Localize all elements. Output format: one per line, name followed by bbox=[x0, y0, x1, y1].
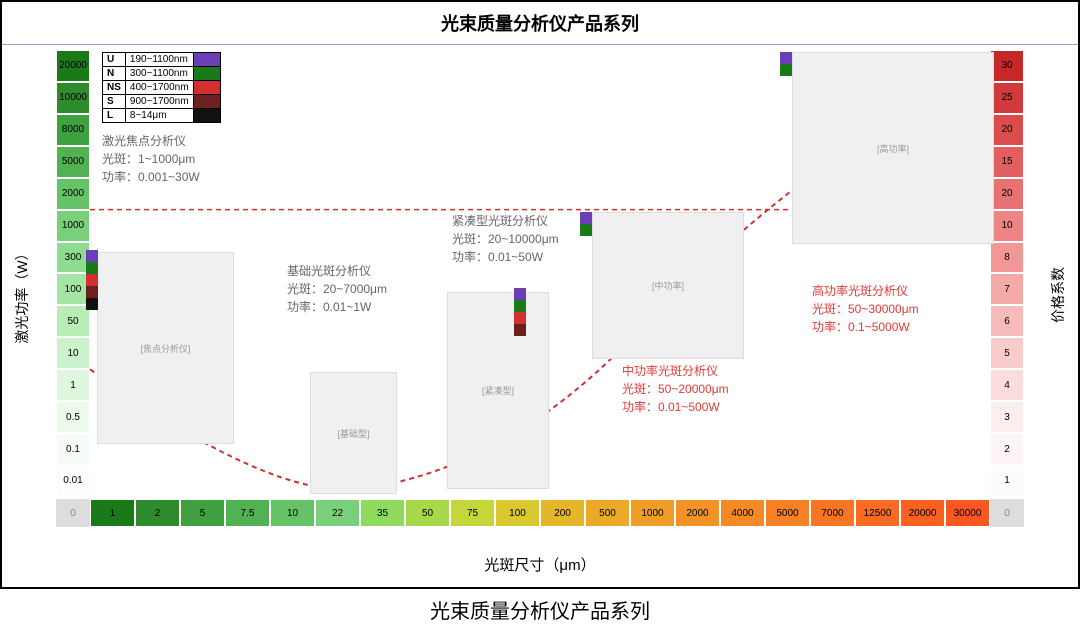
product-label: 高功率光斑分析仪光斑：50~30000μm功率：0.1~5000W bbox=[812, 282, 919, 336]
x-tick: 1000 bbox=[630, 499, 675, 527]
product-image: [焦点分析仪] bbox=[97, 252, 234, 444]
x-tick: 20000 bbox=[900, 499, 945, 527]
y-axis-label: 激光功率（W） bbox=[12, 246, 32, 343]
y-tick: 1000 bbox=[56, 210, 90, 242]
product-image: [紧凑型] bbox=[447, 292, 549, 489]
y2-zero: 0 bbox=[990, 499, 1024, 527]
sensor-colorbar bbox=[86, 250, 98, 310]
x-tick: 50 bbox=[405, 499, 450, 527]
sensor-colorbar bbox=[780, 52, 792, 76]
x-tick: 7000 bbox=[810, 499, 855, 527]
y-tick: 10000 bbox=[56, 82, 90, 114]
y2-tick: 1 bbox=[990, 465, 1024, 497]
x-tick: 7.5 bbox=[225, 499, 270, 527]
y-tick: 8000 bbox=[56, 114, 90, 146]
y2-tick: 10 bbox=[990, 210, 1024, 242]
product-label: 中功率光斑分析仪光斑：50~20000μm功率：0.01~500W bbox=[622, 362, 729, 416]
x-tick: 4000 bbox=[720, 499, 765, 527]
y2-tick: 6 bbox=[990, 305, 1024, 337]
x-tick: 5000 bbox=[765, 499, 810, 527]
y-tick: 1 bbox=[56, 369, 90, 401]
y2-tick: 4 bbox=[990, 369, 1024, 401]
y-tick: 5000 bbox=[56, 146, 90, 178]
y2-tick: 5 bbox=[990, 337, 1024, 369]
caption: 光束质量分析仪产品系列 bbox=[0, 595, 1080, 624]
chart-title: 光束质量分析仪产品系列 bbox=[2, 2, 1078, 45]
y-tick: 10 bbox=[56, 337, 90, 369]
y2-tick: 15 bbox=[990, 146, 1024, 178]
y-axis-ticks: 20000100008000500020001000300100501010.5… bbox=[56, 50, 90, 497]
x-tick: 2 bbox=[135, 499, 180, 527]
y-tick: 300 bbox=[56, 242, 90, 274]
product-image: [基础型] bbox=[310, 372, 397, 494]
x-tick: 200 bbox=[540, 499, 585, 527]
x-tick: 35 bbox=[360, 499, 405, 527]
y-tick: 50 bbox=[56, 305, 90, 337]
x-tick: 100 bbox=[495, 499, 540, 527]
x-tick: 30000 bbox=[945, 499, 990, 527]
y2-tick: 30 bbox=[990, 50, 1024, 82]
y2-tick: 20 bbox=[990, 178, 1024, 210]
x-tick: 2000 bbox=[675, 499, 720, 527]
y2-tick: 8 bbox=[990, 242, 1024, 274]
y-tick: 0.01 bbox=[56, 465, 90, 497]
y2-tick: 7 bbox=[990, 273, 1024, 305]
x-tick: 22 bbox=[315, 499, 360, 527]
y2-tick: 2 bbox=[990, 433, 1024, 465]
y-tick: 0.5 bbox=[56, 401, 90, 433]
y2-tick: 25 bbox=[990, 82, 1024, 114]
y-tick: 20000 bbox=[56, 50, 90, 82]
y2-axis-ticks: 30252015201087654321 bbox=[990, 50, 1024, 497]
y2-tick: 3 bbox=[990, 401, 1024, 433]
wavelength-legend: U190~1100nmN300~1100nmNS400~1700nmS900~1… bbox=[102, 52, 221, 123]
product-label: 激光焦点分析仪光斑：1~1000μm功率：0.001~30W bbox=[102, 132, 200, 186]
x-tick: 75 bbox=[450, 499, 495, 527]
y2-axis-label: 价格系数 bbox=[1048, 267, 1068, 323]
y2-tick: 20 bbox=[990, 114, 1024, 146]
sensor-colorbar bbox=[514, 288, 526, 336]
x-tick: 500 bbox=[585, 499, 630, 527]
product-image: [高功率] bbox=[792, 52, 994, 244]
product-image: [中功率] bbox=[592, 212, 744, 359]
y-tick: 100 bbox=[56, 273, 90, 305]
y-zero: 0 bbox=[56, 499, 90, 527]
product-label: 基础光斑分析仪光斑：20~7000μm功率：0.01~1W bbox=[287, 262, 387, 316]
x-tick: 12500 bbox=[855, 499, 900, 527]
x-axis-label: 光斑尺寸（μm） bbox=[484, 554, 595, 575]
x-tick: 5 bbox=[180, 499, 225, 527]
x-axis-ticks: 1257.51022355075100200500100020004000500… bbox=[90, 499, 990, 527]
x-tick: 1 bbox=[90, 499, 135, 527]
x-tick: 10 bbox=[270, 499, 315, 527]
sensor-colorbar bbox=[580, 212, 592, 236]
product-label: 紧凑型光斑分析仪光斑：20~10000μm功率：0.01~50W bbox=[452, 212, 559, 266]
y-tick: 2000 bbox=[56, 178, 90, 210]
y-tick: 0.1 bbox=[56, 433, 90, 465]
